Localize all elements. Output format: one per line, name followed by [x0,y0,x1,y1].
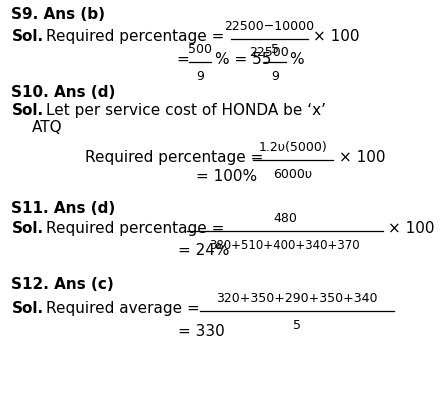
Text: =: = [176,52,189,67]
Text: 380+510+400+340+370: 380+510+400+340+370 [210,238,360,251]
Text: S12. Ans (c): S12. Ans (c) [11,276,114,291]
Text: 1.2υ(5000): 1.2υ(5000) [259,140,328,154]
Text: = 24%: = 24% [178,242,229,257]
Text: Required percentage =: Required percentage = [46,28,225,43]
Text: % = 55: % = 55 [214,52,271,67]
Text: 22500−10000: 22500−10000 [224,20,314,33]
Text: Required average =: Required average = [46,300,200,316]
Text: = 330: = 330 [178,323,225,338]
Text: Required percentage =: Required percentage = [46,221,225,235]
Text: 22500: 22500 [249,46,289,59]
Text: S10. Ans (d): S10. Ans (d) [11,85,116,100]
Text: Required percentage =: Required percentage = [85,150,263,164]
Text: 5: 5 [271,43,279,56]
Text: × 100: × 100 [388,221,435,235]
Text: 480: 480 [273,212,297,225]
Text: 500: 500 [188,43,212,56]
Text: = 100%: = 100% [196,169,257,184]
Text: ATQ: ATQ [31,120,62,135]
Text: 5: 5 [293,318,301,331]
Text: 6000υ: 6000υ [274,167,313,180]
Text: %: % [290,52,304,67]
Text: × 100: × 100 [339,150,385,164]
Text: 9: 9 [271,70,279,83]
Text: Let per service cost of HONDA be ‘x’: Let per service cost of HONDA be ‘x’ [46,102,326,118]
Text: S9. Ans (b): S9. Ans (b) [11,7,106,22]
Text: Sol.: Sol. [11,221,44,235]
Text: × 100: × 100 [313,28,360,43]
Text: S11. Ans (d): S11. Ans (d) [11,201,116,216]
Text: 320+350+290+350+340: 320+350+290+350+340 [216,292,377,304]
Text: Sol.: Sol. [11,28,44,43]
Text: Sol.: Sol. [11,300,44,316]
Text: Sol.: Sol. [11,102,44,118]
Text: 9: 9 [196,70,204,83]
